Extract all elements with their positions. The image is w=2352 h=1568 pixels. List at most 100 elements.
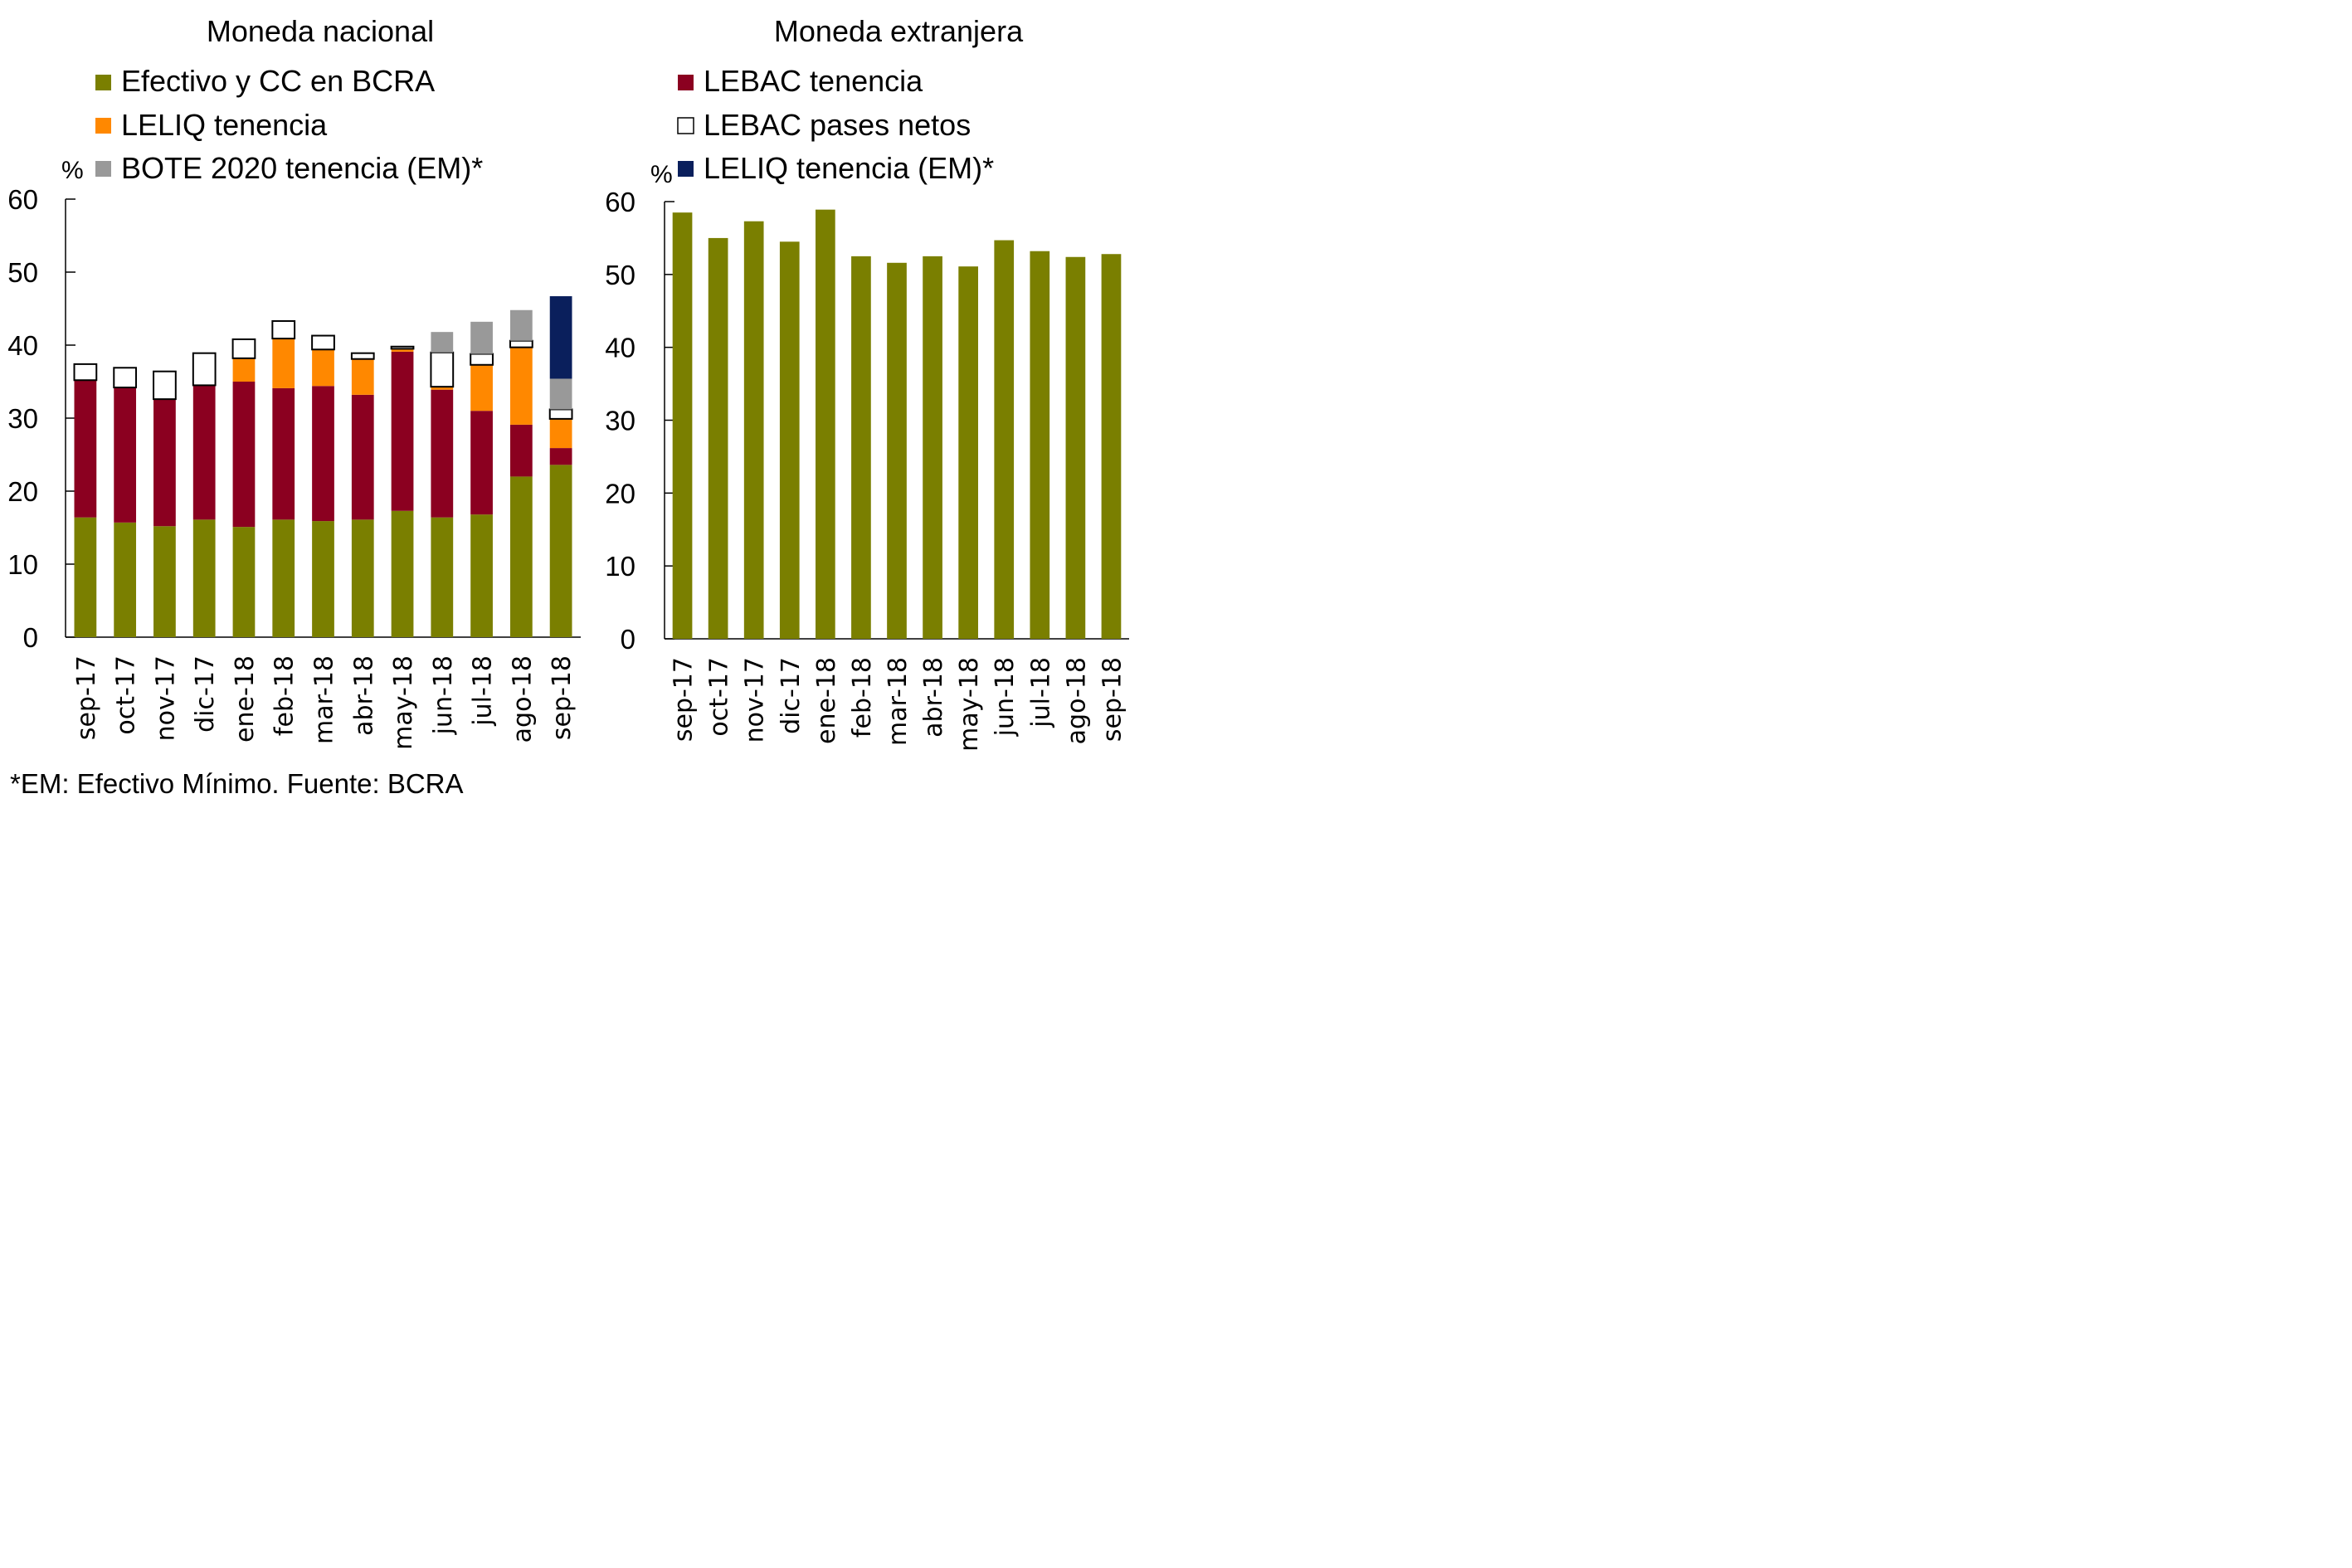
x-tick-label: oct-17	[112, 655, 141, 735]
y-tick-label: 60	[7, 184, 38, 215]
bar-efectivo-y-cc-en-bcra-jun-18	[994, 240, 1015, 639]
bar-efectivo-y-cc-en-bcra-jun-18	[431, 517, 454, 637]
x-tick-label: ene-18	[231, 655, 260, 743]
bar-efectivo-y-cc-en-bcra-ene-18	[232, 527, 256, 637]
legend-swatch	[677, 117, 694, 134]
bar-lebac-pases-netos-dic-17	[192, 352, 217, 387]
bar-efectivo-y-cc-en-bcra-nov-17	[743, 221, 764, 639]
x-tick-label: sep-18	[1098, 657, 1127, 742]
y-tick-label: 40	[605, 333, 635, 363]
bar-efectivo-y-cc-en-bcra-feb-18	[851, 256, 871, 639]
left-y-unit: %	[61, 157, 84, 184]
legend-item-bote: BOTE 2020 tenencia (EM)*	[95, 151, 483, 185]
x-tick-label: may-18	[955, 657, 984, 752]
y-tick-label: 50	[605, 260, 635, 290]
legend-label: LELIQ tenencia	[121, 108, 328, 142]
bar-lebac-tenencia-ene-18	[232, 382, 256, 528]
x-tick-label: abr-18	[349, 655, 378, 736]
bar-lebac-pases-netos-jul-18	[470, 353, 494, 366]
x-tick-label: may-18	[389, 655, 418, 750]
x-tick-label: dic-17	[191, 655, 220, 733]
y-tick-label: 40	[7, 330, 38, 361]
x-tick-label: ene-18	[812, 657, 841, 744]
bar-lebac-pases-netos-abr-18	[350, 352, 375, 360]
bar-lebac-pases-netos-ene-18	[231, 338, 256, 359]
bar-efectivo-y-cc-en-bcra-sep-18	[549, 465, 572, 637]
bar-efectivo-y-cc-en-bcra-ago-18	[509, 476, 533, 637]
bar-efectivo-y-cc-en-bcra-abr-18	[351, 519, 374, 637]
y-tick-label: 30	[7, 403, 38, 434]
y-tick-label: 10	[7, 549, 38, 580]
bar-efectivo-y-cc-en-bcra-nov-17	[153, 526, 176, 637]
bar-lebac-tenencia-sep-18	[549, 448, 572, 465]
x-tick-label: jul-18	[1026, 657, 1055, 728]
bar-lebac-tenencia-abr-18	[351, 394, 374, 520]
y-tick-label: 20	[7, 476, 38, 507]
x-tick-label: jun-18	[429, 655, 458, 735]
bar-efectivo-y-cc-en-bcra-mar-18	[312, 521, 334, 637]
bar-efectivo-y-cc-en-bcra-jul-18	[1030, 251, 1050, 639]
x-tick-label: sep-17	[72, 655, 101, 740]
bar-bote-2020-tenencia-em-jul-18	[470, 321, 493, 354]
bar-lebac-tenencia-mar-18	[312, 386, 334, 522]
x-tick-label: sep-18	[548, 655, 577, 740]
bar-efectivo-y-cc-en-bcra-oct-17	[708, 237, 728, 639]
right-plot-area: 0 10 20 30 40 50 60 sep-17 oct-17 nov-17 dic-17 ene…	[605, 187, 1129, 752]
bar-lebac-pases-netos-ago-18	[509, 339, 533, 348]
x-tick-label: abr-18	[919, 657, 948, 738]
legend-label: LEBAC pases netos	[704, 108, 971, 142]
x-tick-label: dic-17	[777, 657, 806, 734]
x-tick-label: feb-18	[270, 655, 299, 736]
x-tick-label: jun-18	[991, 657, 1020, 737]
bar-efectivo-y-cc-en-bcra-sep-17	[74, 517, 97, 637]
bar-lebac-tenencia-nov-17	[153, 399, 176, 527]
bar-lebac-pases-netos-may-18	[390, 345, 415, 350]
bar-lebac-pases-netos-feb-18	[271, 319, 296, 340]
x-tick-label: mar-18	[310, 655, 339, 744]
bar-lebac-tenencia-ago-18	[509, 424, 533, 477]
left-plot-area: 0 10 20 30 40 50 60 sep-17 oct-17 nov-17 dic-17 ene…	[7, 184, 581, 750]
x-tick-label: oct-17	[705, 657, 734, 737]
legend-item-leliq: LELIQ tenencia	[95, 108, 328, 142]
y-tick-label: 60	[605, 187, 635, 217]
bar-lebac-tenencia-oct-17	[114, 387, 137, 523]
legend-swatch	[95, 75, 111, 90]
x-tick-label: feb-18	[848, 657, 877, 738]
legend-item-leliq-em: LELIQ tenencia (EM)*	[678, 151, 994, 185]
legend-swatch	[95, 118, 111, 134]
chart-canvas: Moneda nacional Moneda extranjera Efecti…	[7, 14, 1129, 799]
bar-efectivo-y-cc-en-bcra-may-18	[391, 510, 414, 637]
legend-item-lebac-pases: LEBAC pases netos	[677, 108, 971, 142]
bar-leliq-tenencia-ene-18	[232, 358, 256, 382]
bar-lebac-tenencia-sep-17	[74, 380, 97, 518]
bar-bote-2020-tenencia-em-sep-18	[549, 378, 572, 410]
bar-lebac-tenencia-jul-18	[470, 411, 493, 515]
footnote: *EM: Efectivo Mínimo. Fuente: BCRA	[10, 768, 464, 799]
y-tick-label: 50	[7, 257, 38, 288]
x-tick-label: sep-17	[670, 657, 699, 742]
x-tick-label: nov-17	[151, 655, 180, 741]
bar-leliq-tenencia-jun-18	[431, 387, 454, 390]
bar-efectivo-y-cc-en-bcra-dic-17	[192, 519, 216, 637]
legend-item-lebac: LEBAC tenencia	[678, 64, 923, 98]
x-tick-label: jul-18	[469, 655, 498, 727]
bar-leliq-tenencia-feb-18	[272, 338, 295, 388]
bar-efectivo-y-cc-en-bcra-jul-18	[470, 514, 493, 637]
left-chart-title: Moneda nacional	[207, 14, 434, 48]
legend-swatch	[678, 161, 694, 177]
bar-efectivo-y-cc-en-bcra-feb-18	[272, 519, 295, 637]
x-tick-label: nov-17	[741, 657, 770, 743]
y-tick-label: 0	[621, 624, 635, 655]
legend-label: LELIQ tenencia (EM)*	[704, 151, 994, 185]
bar-bote-2020-tenencia-em-ago-18	[509, 309, 533, 341]
legend-item-efectivo: Efectivo y CC en BCRA	[95, 64, 435, 98]
chart-figure: Moneda nacional Moneda extranjera Efecti…	[0, 0, 1286, 863]
bar-efectivo-y-cc-en-bcra-ago-18	[1065, 256, 1086, 639]
bar-leliq-tenencia-may-18	[391, 348, 414, 352]
bar-efectivo-y-cc-en-bcra-ene-18	[816, 209, 835, 639]
bar-efectivo-y-cc-en-bcra-mar-18	[887, 262, 907, 639]
x-tick-label: ago-18	[1062, 657, 1091, 744]
y-tick-label: 30	[605, 406, 635, 436]
y-tick-label: 0	[23, 622, 38, 653]
bar-lebac-tenencia-jun-18	[431, 389, 454, 518]
